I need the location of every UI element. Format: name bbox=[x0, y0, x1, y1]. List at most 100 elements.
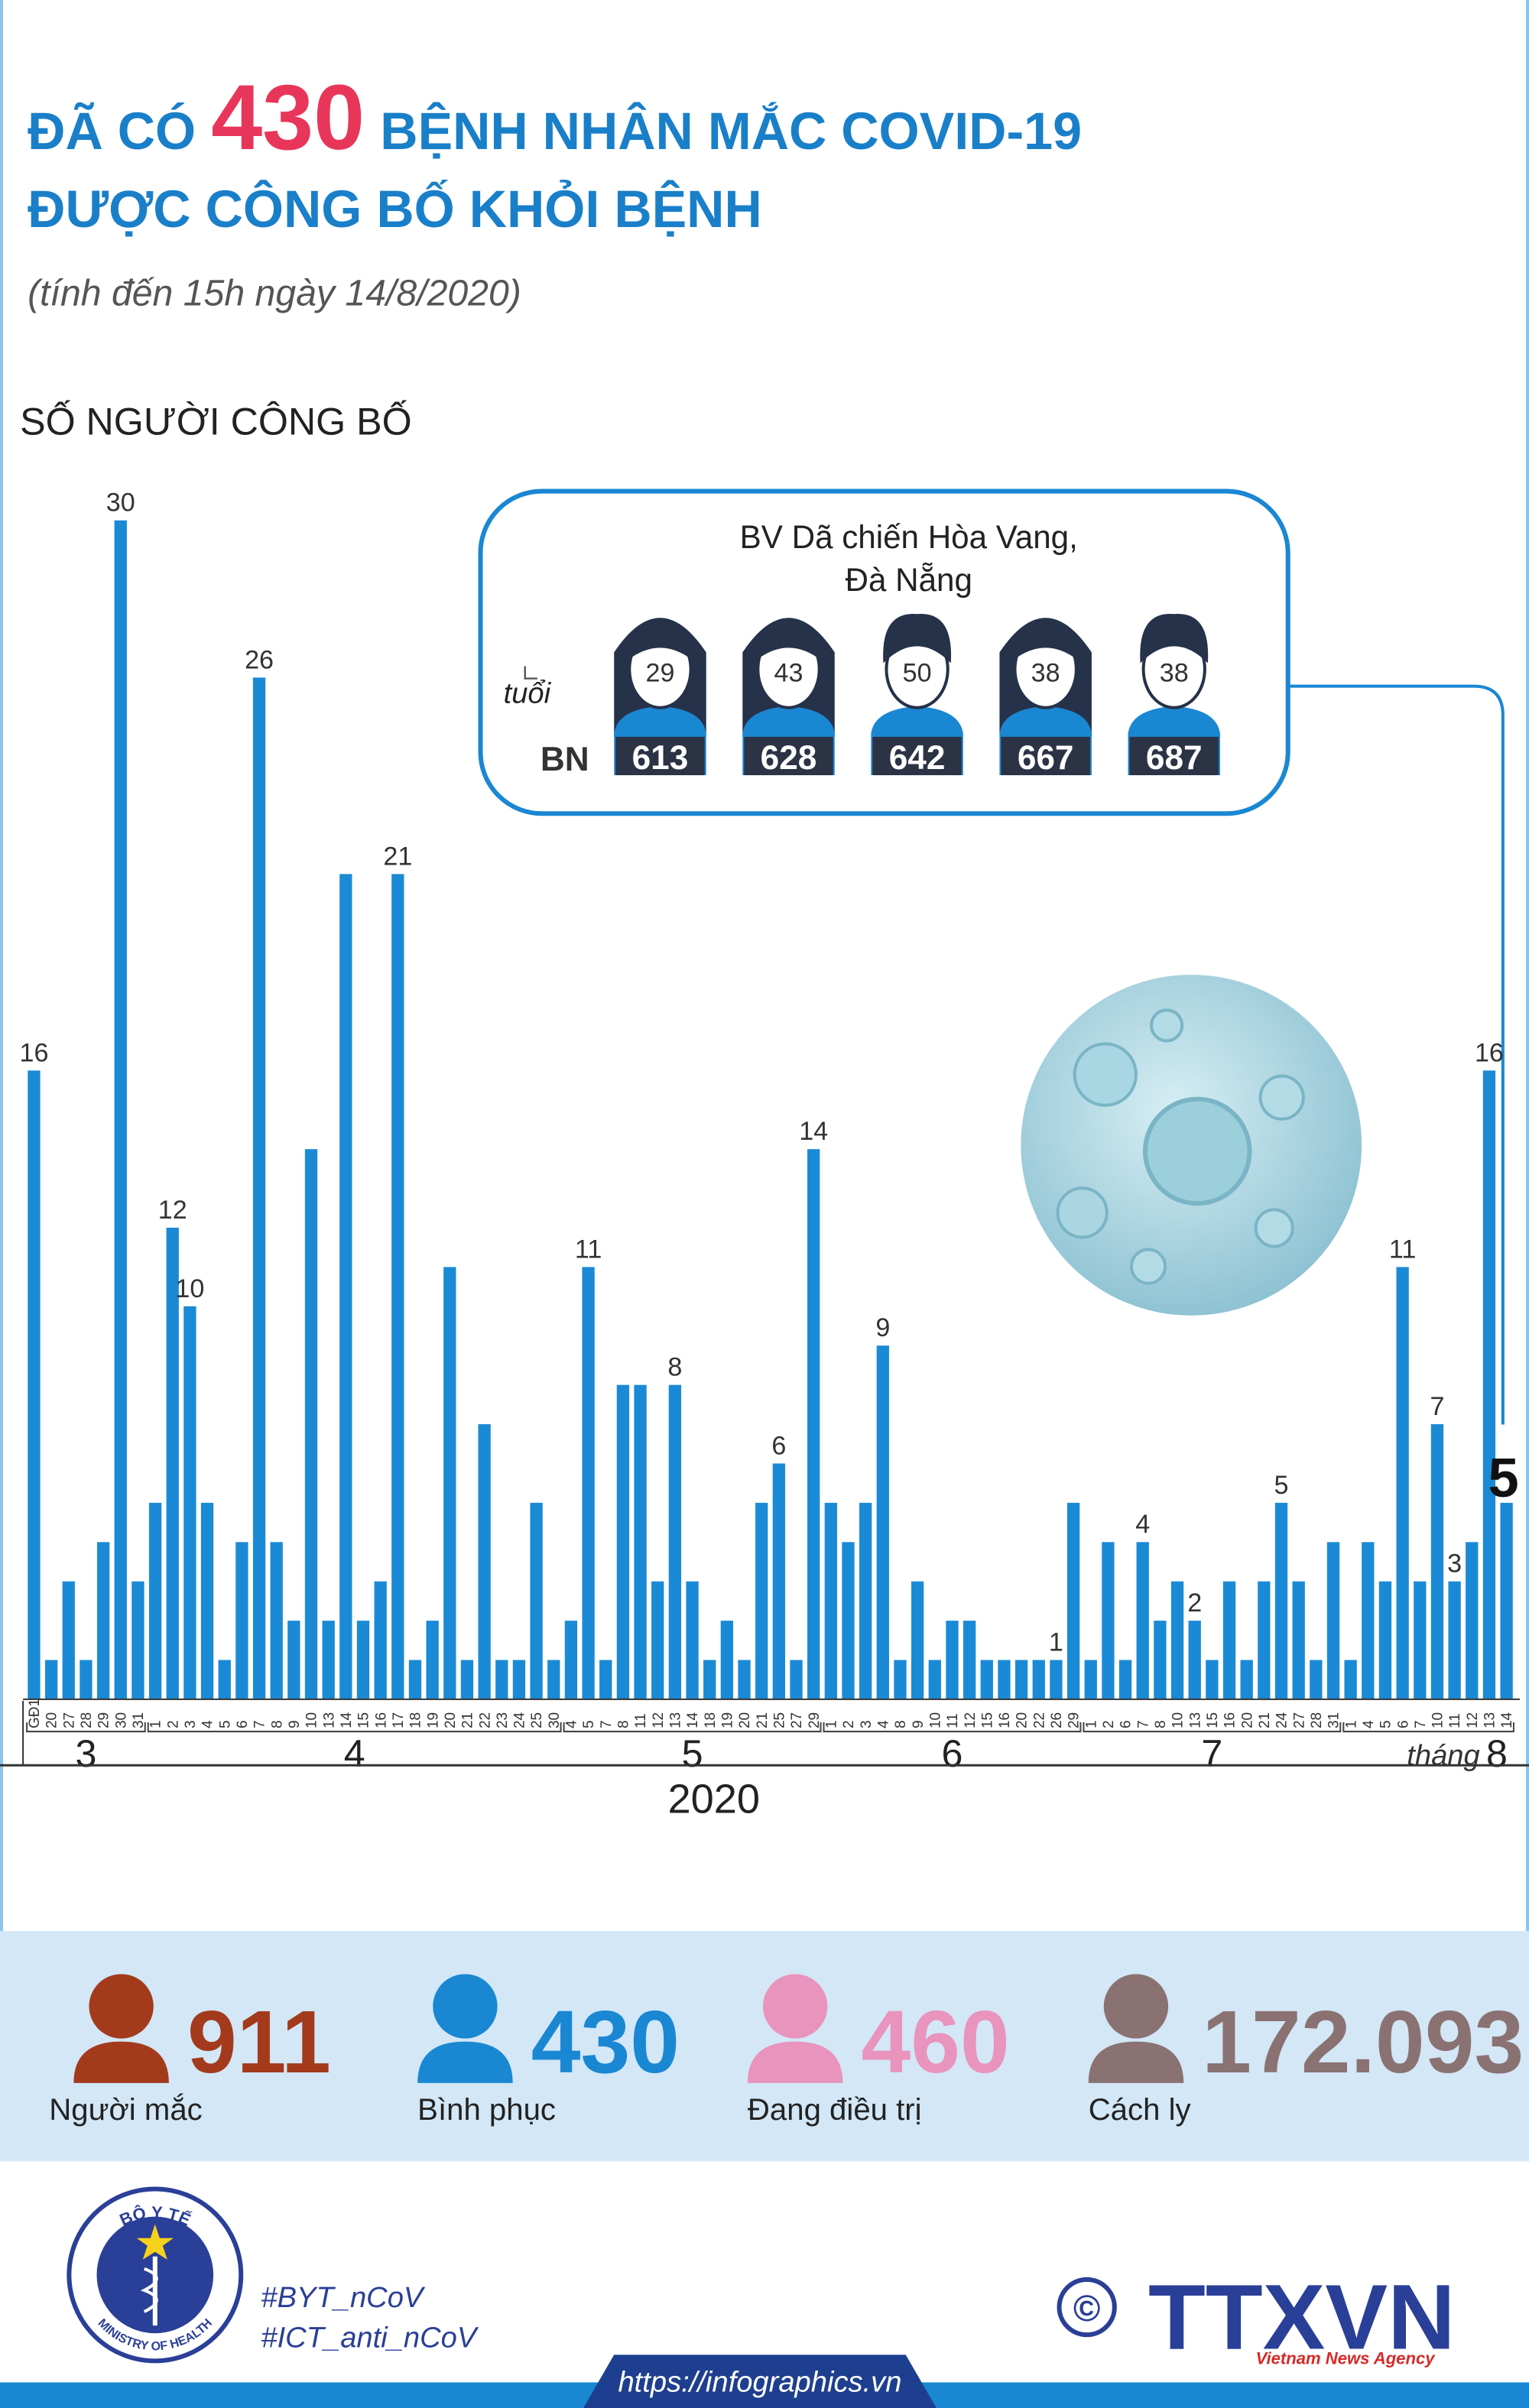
hair-fringe bbox=[628, 621, 693, 660]
patient: 43 628 bbox=[742, 618, 835, 777]
bar bbox=[114, 520, 127, 1699]
person-head bbox=[762, 1974, 828, 2039]
bar bbox=[547, 1660, 560, 1699]
bar bbox=[1396, 1267, 1409, 1699]
month-label: 5 bbox=[682, 1732, 703, 1775]
bar bbox=[963, 1621, 976, 1699]
url[interactable]: https://infographics.vn bbox=[618, 2366, 901, 2399]
bar bbox=[1482, 1070, 1496, 1699]
stat-number: 911 bbox=[187, 1992, 331, 2092]
bar bbox=[720, 1621, 734, 1699]
x-tick-label: 5 bbox=[1378, 1720, 1394, 1728]
bar bbox=[1292, 1581, 1305, 1699]
bar bbox=[1466, 1542, 1479, 1699]
bar bbox=[166, 1228, 179, 1699]
value-label: 1 bbox=[1049, 1628, 1063, 1657]
x-tick-label: 1 bbox=[1343, 1720, 1359, 1728]
stat-label: Cách ly bbox=[1089, 2092, 1191, 2127]
x-tick-label: 20 bbox=[443, 1712, 459, 1728]
value-label: 10 bbox=[175, 1274, 204, 1303]
logo-star bbox=[136, 2224, 174, 2260]
x-tick-label: 15 bbox=[979, 1712, 995, 1728]
x-tick-label: 11 bbox=[1447, 1713, 1463, 1728]
value-label: 6 bbox=[771, 1431, 786, 1460]
callout-title: BV Dã chiến Hòa Vang, bbox=[740, 519, 1078, 555]
x-tick-label: 6 bbox=[1118, 1720, 1135, 1728]
copyright: © bbox=[1073, 2288, 1101, 2329]
hashtag: #BYT_nCoV bbox=[261, 2281, 426, 2314]
bar bbox=[876, 1345, 889, 1699]
month-label: 7 bbox=[1201, 1732, 1222, 1775]
agency-sub: Vietnam News Agency bbox=[1256, 2348, 1436, 2367]
copyright-ring bbox=[1057, 2277, 1117, 2338]
value-label: 4 bbox=[1135, 1510, 1150, 1539]
x-tick-label: 4 bbox=[200, 1720, 216, 1728]
month-label: 8 bbox=[1486, 1732, 1508, 1775]
value-label: 3 bbox=[1447, 1550, 1462, 1579]
bar bbox=[1240, 1660, 1253, 1699]
bar bbox=[1118, 1660, 1132, 1699]
month-bracket bbox=[147, 1722, 562, 1733]
bar bbox=[478, 1424, 491, 1699]
x-tick-label: 12 bbox=[651, 1712, 667, 1728]
patient-id-box bbox=[744, 736, 833, 776]
x-tick-label: 10 bbox=[1170, 1712, 1187, 1728]
x-tick-label: 4 bbox=[875, 1720, 891, 1728]
bar bbox=[96, 1542, 110, 1699]
x-tick-label: 29 bbox=[807, 1712, 823, 1728]
x-tick-label: 10 bbox=[1430, 1712, 1446, 1728]
hair-fringe bbox=[756, 621, 821, 660]
bar bbox=[946, 1621, 959, 1699]
stat-label: Đang điều trị bbox=[748, 2092, 922, 2127]
person-body bbox=[417, 2041, 513, 2083]
x-tick-label: 19 bbox=[720, 1712, 736, 1728]
x-tick-label: 13 bbox=[668, 1712, 684, 1728]
patient-id: 613 bbox=[632, 739, 689, 777]
x-tick-label: 4 bbox=[564, 1720, 580, 1728]
x-tick-label: 1 bbox=[823, 1720, 839, 1728]
patient-id: 628 bbox=[761, 739, 817, 777]
month-bracket bbox=[823, 1722, 1082, 1733]
bar bbox=[218, 1660, 231, 1699]
bar bbox=[512, 1660, 526, 1699]
moh-logo: BỘ Y TẾ MINISTRY OF HEALTH bbox=[67, 2186, 244, 2364]
stat-number: 172.093 bbox=[1202, 1992, 1524, 2092]
hashtag: #ICT_anti_nCoV bbox=[261, 2321, 479, 2354]
x-tick-label: 16 bbox=[997, 1712, 1013, 1728]
person-head bbox=[89, 1974, 154, 2039]
person-head bbox=[1103, 1974, 1169, 2039]
hair-fringe bbox=[1013, 621, 1078, 660]
bar bbox=[824, 1502, 837, 1699]
month-label: 3 bbox=[75, 1732, 96, 1775]
virus-cell bbox=[1129, 1248, 1167, 1285]
x-tick-label: 12 bbox=[1465, 1712, 1481, 1728]
bar bbox=[668, 1384, 682, 1699]
x-tick-label: 2 bbox=[841, 1720, 857, 1728]
value-label: 8 bbox=[667, 1353, 682, 1382]
bar bbox=[1206, 1660, 1219, 1699]
bar bbox=[1500, 1502, 1513, 1699]
value-label: 2 bbox=[1187, 1589, 1202, 1618]
x-tick-label: 14 bbox=[339, 1712, 355, 1728]
patient: 38 687 bbox=[1128, 613, 1220, 777]
person-body bbox=[73, 2041, 169, 2083]
x-tick-label: 20 bbox=[737, 1712, 753, 1728]
x-tick-label: 25 bbox=[771, 1712, 787, 1728]
bar bbox=[530, 1502, 543, 1699]
bar bbox=[842, 1542, 855, 1699]
bar bbox=[1154, 1621, 1167, 1699]
patients: 29 613 43 628 50 642 38 667 38 687 bbox=[614, 613, 1220, 777]
url-tab bbox=[583, 2354, 937, 2408]
x-tick-label: 15 bbox=[1205, 1712, 1221, 1728]
patient-age: 38 bbox=[1160, 659, 1189, 688]
bar bbox=[859, 1502, 872, 1699]
bar bbox=[1378, 1581, 1392, 1699]
x-tick-label: 20 bbox=[1014, 1712, 1031, 1728]
value-label: 9 bbox=[875, 1313, 890, 1342]
bar bbox=[1222, 1581, 1236, 1699]
month-label: 6 bbox=[942, 1732, 963, 1775]
